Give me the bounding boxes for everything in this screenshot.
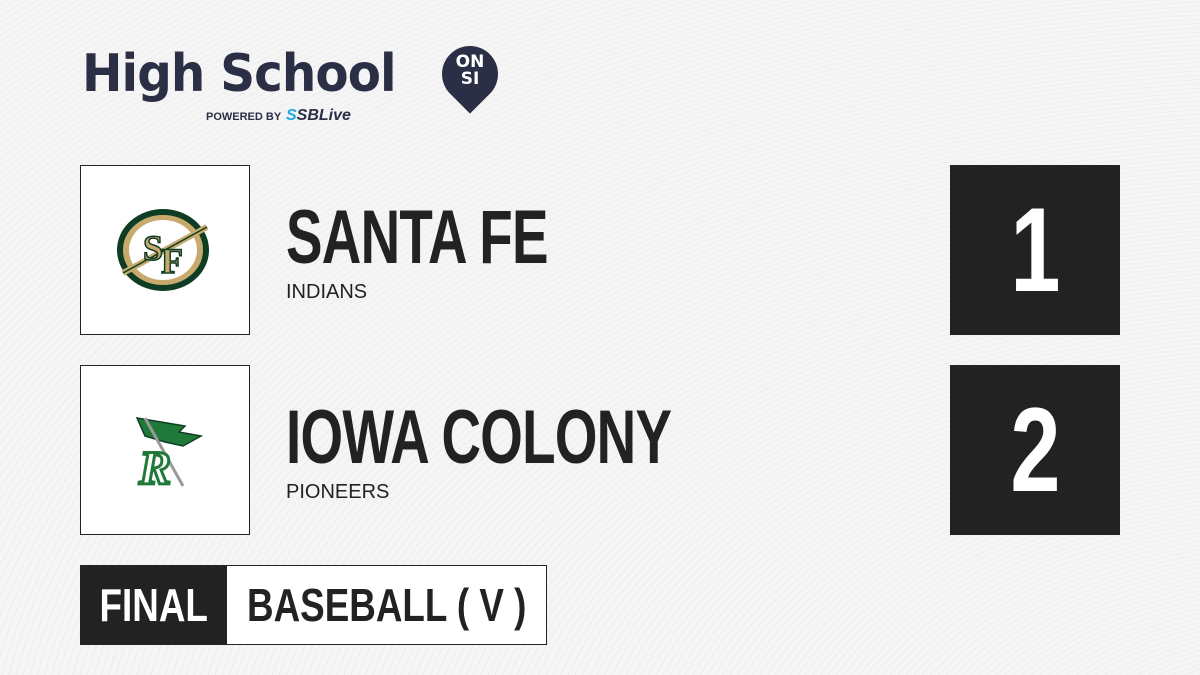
powered-by-label: POWERED BY [206, 111, 282, 123]
team-mascot-away: PIONEERS [286, 481, 390, 503]
team-mascot-home: INDIANS [286, 281, 368, 303]
sport-label: BASEBALL ( V ) [226, 565, 547, 645]
sport-label-text: BASEBALL ( V ) [247, 579, 527, 631]
santa-fe-logo-icon: S F [117, 209, 209, 291]
brand-logo: High School ON SI POWERED BY SSBLive [82, 34, 510, 134]
team-name-away: IOWA COLONY [286, 395, 672, 480]
brand-title: High School [82, 44, 397, 104]
score-away: 2 [950, 365, 1120, 535]
svg-text:S: S [143, 228, 163, 268]
iowa-colony-logo-icon: R [135, 417, 204, 488]
score-home-value: 1 [1009, 183, 1061, 317]
brand-badge: ON SI [455, 52, 485, 89]
svg-text:R: R [138, 442, 171, 488]
score-away-value: 2 [1009, 383, 1061, 517]
team-name-home: SANTA FE [286, 195, 548, 280]
game-status: FINAL [80, 565, 227, 645]
svg-text:F: F [161, 241, 183, 281]
score-home: 1 [950, 165, 1120, 335]
partner-logo: SSBLive [286, 107, 351, 124]
team-logo-iowa-colony: R [80, 365, 250, 535]
game-status-label: FINAL [99, 579, 208, 631]
team-logo-santa-fe: S F [80, 165, 250, 335]
